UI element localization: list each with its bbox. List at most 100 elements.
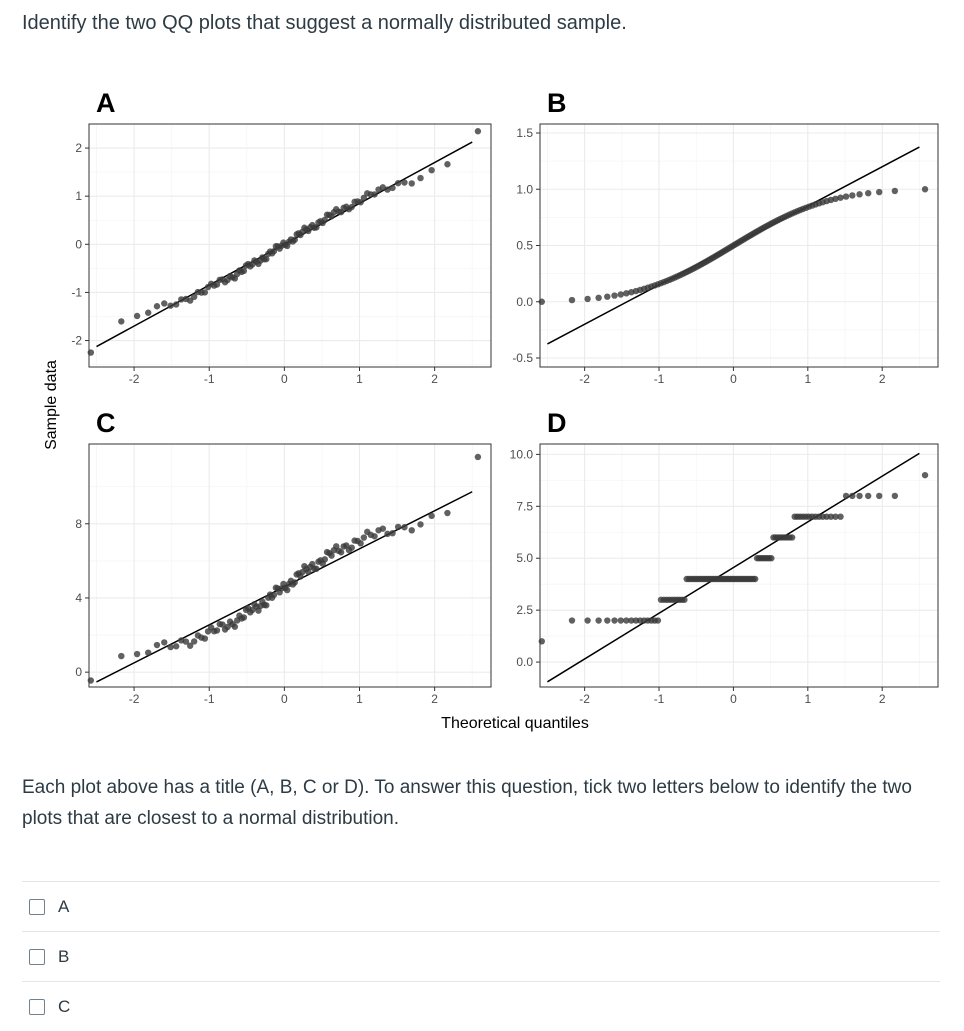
qq-point-c (389, 529, 396, 537)
y-tick-label: 10.0 (510, 447, 534, 461)
y-tick-label: 1.5 (516, 126, 533, 140)
qq-point-b (611, 292, 618, 299)
x-tick-label: -2 (579, 372, 590, 386)
qq-point-a (161, 300, 168, 307)
qq-point-d (876, 492, 883, 500)
qq-point-b (856, 191, 863, 198)
qq-point-c (408, 527, 415, 534)
qq-point-a (178, 296, 185, 303)
qq-point-c (172, 643, 180, 650)
answer-option-c[interactable]: C (22, 981, 940, 1031)
x-tick-label: 1 (356, 692, 363, 706)
qq-point-a (401, 179, 408, 186)
x-tick-label: -1 (654, 372, 665, 386)
y-tick-label: 7.5 (516, 499, 533, 513)
qq-point-a (190, 293, 198, 301)
qq-point-c (337, 549, 345, 556)
y-tick-label: 0.5 (516, 239, 533, 253)
qq-point-c (118, 652, 125, 660)
qq-point-b (891, 187, 899, 195)
qq-point-a (474, 128, 482, 135)
qq-point-a (145, 309, 152, 316)
qq-point-b (832, 195, 839, 203)
qq-point-a (291, 236, 298, 243)
y-tick-label: -1 (71, 285, 82, 299)
qq-point-a (348, 203, 355, 211)
qq-point-c (417, 521, 424, 528)
answer-option-a[interactable]: A (22, 881, 940, 931)
qq-point-b (865, 189, 872, 197)
y-tick-label: 4 (75, 591, 82, 605)
qq-point-a (133, 312, 141, 320)
qq-point-a (408, 180, 415, 187)
qq-point-b (584, 295, 591, 303)
y-tick-label: 0.0 (516, 655, 533, 669)
y-tick-label: 0 (75, 237, 82, 251)
qq-point-d (832, 513, 839, 520)
qq-point-c (305, 568, 312, 576)
x-tick-label: 0 (281, 372, 288, 386)
qq-reference-line-d (547, 452, 920, 683)
x-tick-label: -1 (204, 692, 215, 706)
question-text: Identify the two QQ plots that suggest a… (22, 12, 627, 34)
qq-point-a (444, 161, 451, 168)
qq-point-b (921, 186, 929, 193)
panel-title-b: B (547, 88, 567, 118)
qq-point-c (291, 579, 298, 586)
answer-option-b[interactable]: B (22, 931, 940, 981)
qq-point-d (568, 617, 576, 624)
qq-point-c (343, 542, 350, 549)
qq-point-c (219, 621, 226, 628)
instructions-text: Each plot above has a title (A, B, C or … (22, 777, 912, 829)
qq-point-a (357, 199, 364, 206)
y-tick-label: 0 (75, 665, 82, 679)
qq-point-c (190, 638, 198, 645)
panel-border-c (88, 443, 492, 688)
y-tick-label: 2.5 (516, 603, 533, 617)
qq-point-a (384, 186, 391, 193)
qq-point-a (371, 191, 378, 198)
qq-point-a (428, 166, 435, 174)
x-tick-label: 2 (879, 372, 886, 386)
qq-point-a (394, 179, 402, 187)
qq-point-c (240, 614, 248, 621)
checkbox-a[interactable] (29, 898, 45, 915)
qq-point-c (201, 635, 209, 642)
y-tick-label: 2 (75, 141, 82, 155)
qq-point-a (118, 318, 125, 325)
answer-options: A B C (22, 881, 940, 1031)
qq-point-c (145, 649, 152, 656)
panel-border-d (539, 443, 939, 688)
qq-point-c (270, 591, 278, 599)
qq-point-d (628, 617, 635, 624)
qq-point-a (321, 216, 329, 224)
qq-point-c (371, 533, 378, 540)
x-tick-label: 1 (804, 692, 811, 706)
y-tick-label: -0.5 (512, 351, 533, 365)
qq-point-c (186, 642, 194, 649)
qq-point-b (623, 290, 630, 297)
qq-point-c (283, 586, 291, 594)
answer-label-a: A (58, 896, 70, 916)
panel-title-d: D (547, 408, 567, 438)
qq-point-b (604, 293, 611, 300)
qq-point-d (751, 575, 759, 583)
answer-label-b: B (58, 946, 70, 966)
checkbox-c[interactable] (29, 998, 45, 1015)
qq-point-b (837, 194, 844, 201)
qq-point-a (263, 255, 270, 263)
y-tick-label: 0.0 (516, 295, 533, 309)
qq-point-b (617, 291, 624, 298)
checkbox-b[interactable] (29, 948, 45, 965)
qq-point-a (172, 301, 180, 308)
qq-point-d (584, 617, 591, 624)
qq-point-d (623, 617, 630, 624)
qq-point-b (568, 296, 576, 304)
qq-point-c (357, 540, 364, 547)
qq-point-d (604, 617, 611, 624)
qq-point-d (617, 617, 624, 624)
qq-point-d (842, 492, 850, 500)
qq-point-d (654, 617, 662, 624)
qq-point-c (313, 565, 320, 572)
x-tick-label: 2 (879, 692, 886, 706)
